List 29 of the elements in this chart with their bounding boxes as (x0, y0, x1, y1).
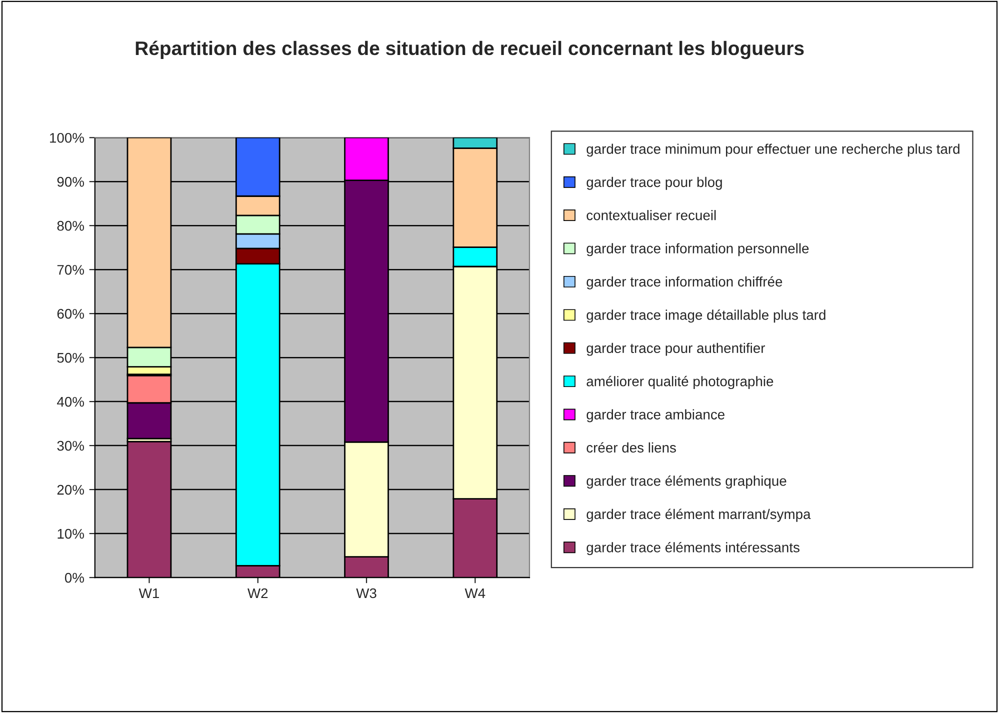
legend-label: garder trace information chiffrée (586, 276, 782, 290)
legend-label: garder trace éléments intéressants (586, 542, 800, 556)
legend-label: garder trace pour blog (586, 176, 722, 190)
legend-label: garder trace ambiance (586, 409, 724, 422)
legend-label: contextualiser recueil (586, 210, 716, 220)
y-tick-label: 10% (58, 528, 84, 539)
y-tick-label: 100% (50, 132, 84, 143)
x-tick-label: W2 (248, 588, 268, 598)
x-tick-label: W1 (138, 588, 159, 598)
legend-label: garder trace élément marrant/sympa (586, 508, 811, 522)
legend-label: améliorer qualité photographie (586, 376, 774, 390)
y-tick-label: 70% (57, 264, 84, 275)
y-tick-label: 90% (57, 176, 84, 187)
y-tick-label: 0% (64, 572, 84, 583)
y-tick-label: 40% (57, 396, 84, 407)
x-tick-label: W3 (356, 588, 376, 598)
y-tick-label: 30% (57, 440, 84, 451)
chart-title: Répartition des classes de situation de recueil concernant les blogueurs (136, 40, 804, 60)
y-tick-label: 20% (57, 484, 84, 495)
legend-label: garder trace minimum pour effectuer une recherche plus tard (586, 144, 960, 157)
legend-label: garder trace information personnelle (586, 243, 809, 256)
legend-label: garder trace éléments graphique (586, 476, 786, 489)
legend-label: garder trace image détaillable plus tard (586, 310, 826, 323)
x-tick-label: W4 (464, 588, 486, 598)
legend-label: créer des liens (586, 442, 676, 453)
y-tick-label: 50% (57, 352, 84, 363)
y-tick-label: 60% (57, 308, 84, 319)
legend-label: garder trace pour authentifier (586, 342, 766, 356)
y-tick-label: 80% (57, 220, 84, 231)
